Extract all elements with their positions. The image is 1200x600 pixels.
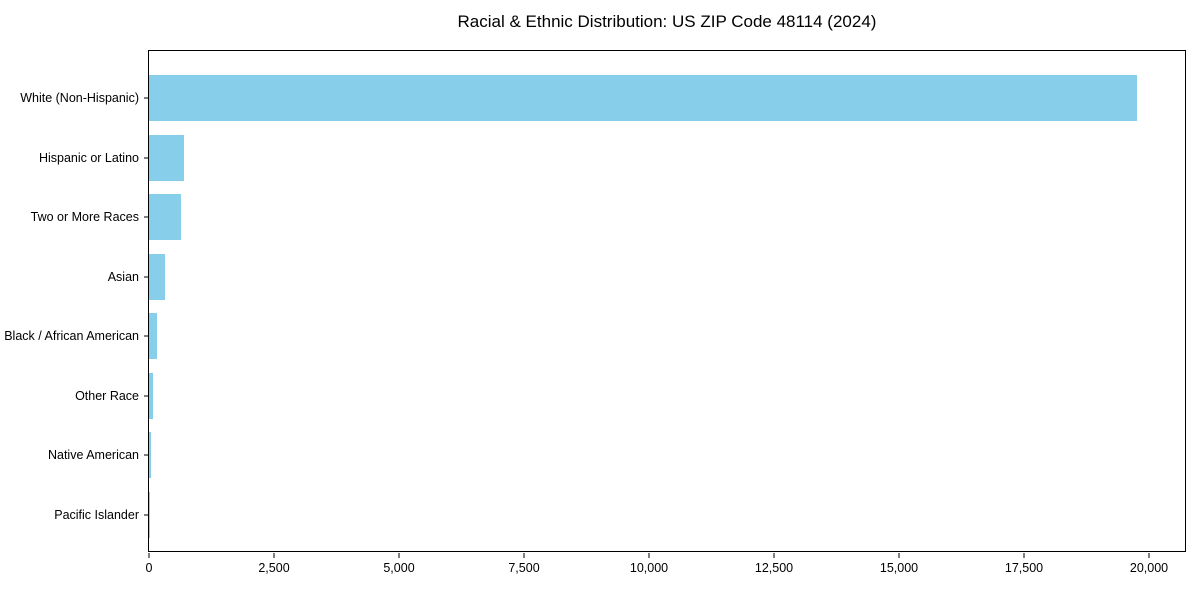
y-axis-tick	[144, 157, 149, 159]
bar-row	[149, 75, 1185, 121]
bar	[149, 432, 151, 479]
bar-row	[149, 134, 1185, 181]
category-label: Other Race	[75, 388, 139, 403]
y-axis-tick	[144, 216, 149, 218]
category-label: Two or More Races	[30, 210, 139, 225]
x-axis-tick-label: 20,000	[1129, 561, 1169, 575]
bar-row	[149, 432, 1185, 479]
x-axis-tick	[273, 553, 275, 558]
x-axis-tick-label: 17,500	[1004, 561, 1044, 575]
bar	[149, 194, 181, 241]
x-axis-tick-label: 7,500	[508, 561, 540, 575]
x-axis-tick-label: 2,500	[258, 561, 290, 575]
category-label: Native American	[47, 448, 139, 463]
bar-row	[149, 372, 1185, 419]
bar	[149, 313, 157, 360]
chart-title: Racial & Ethnic Distribution: US ZIP Cod…	[457, 12, 877, 31]
category-label: Asian	[107, 269, 139, 284]
x-axis-tick	[648, 553, 650, 558]
x-axis-tick	[773, 553, 775, 558]
bar-row	[149, 253, 1185, 300]
y-axis-tick	[144, 335, 149, 337]
x-axis-tick-label: 10,000	[629, 561, 669, 575]
x-axis-tick	[1023, 553, 1025, 558]
y-axis-tick	[144, 395, 149, 397]
x-axis-tick	[1148, 553, 1150, 558]
y-axis-tick	[144, 514, 149, 516]
x-axis-tick	[398, 553, 400, 558]
category-label: Hispanic or Latino	[38, 150, 139, 165]
category-label: Black / African American	[4, 329, 139, 344]
plot-area: White (Non-Hispanic) Hispanic or Latino Tw…	[4, 50, 1186, 575]
x-axis-tick	[148, 553, 150, 558]
x-axis-tick-label: 0	[145, 561, 153, 575]
x-axis-tick-label: 5,000	[383, 561, 415, 575]
bar	[149, 75, 1137, 121]
bar	[149, 372, 153, 419]
y-axis-tick	[144, 276, 149, 278]
category-label: White (Non-Hispanic)	[20, 91, 139, 105]
bar	[149, 134, 184, 181]
x-axis-tick	[898, 553, 900, 558]
bar	[149, 253, 165, 300]
category-label: Pacific Islander	[54, 508, 139, 522]
y-axis-tick	[144, 454, 149, 456]
bar-row	[149, 194, 1185, 241]
x-axis-tick	[523, 553, 525, 558]
y-axis-tick	[144, 97, 149, 99]
x-axis-tick-label: 12,500	[754, 561, 794, 575]
bar-row	[149, 492, 1185, 538]
bar-row	[149, 313, 1185, 360]
x-axis-tick-label: 15,000	[879, 561, 919, 575]
